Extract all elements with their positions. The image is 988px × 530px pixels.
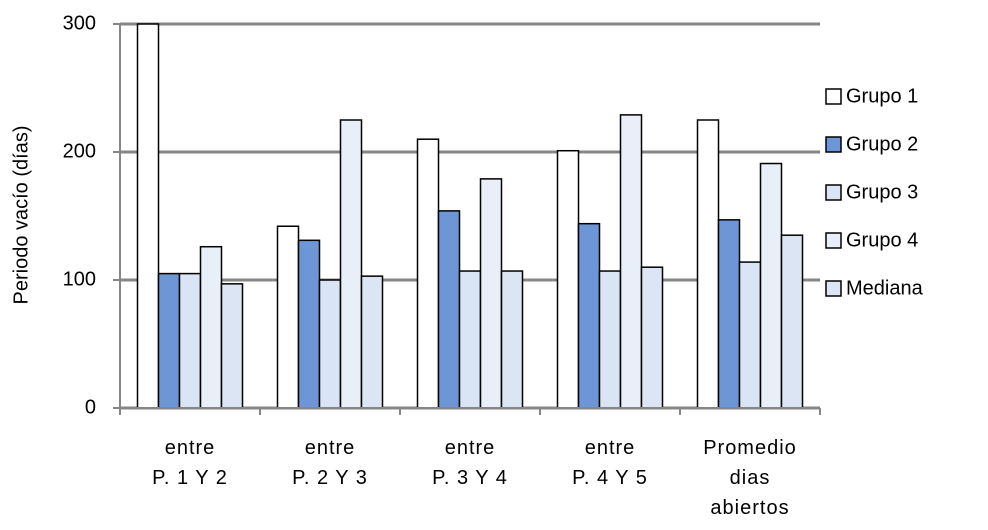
legend-swatch	[825, 280, 842, 297]
x-tick-label: Promedio dias abiertos	[703, 437, 797, 519]
legend-label: Grupo 1	[846, 85, 918, 107]
bar	[759, 162, 783, 409]
legend-label: Grupo 3	[846, 181, 918, 203]
legend-swatch	[825, 88, 842, 105]
bar	[178, 272, 202, 409]
x-tick-label: entre P. 2 Y 3	[292, 437, 368, 489]
bar	[360, 275, 384, 409]
bar	[500, 270, 524, 409]
bar	[318, 279, 342, 409]
legend-swatch	[825, 136, 842, 153]
legend-swatch	[825, 232, 842, 249]
bar	[696, 119, 720, 409]
bar	[780, 234, 804, 409]
y-axis-label: Periodo vacío (días)	[10, 126, 32, 305]
bar	[598, 270, 622, 409]
y-tick-label: 300	[63, 12, 96, 34]
bar	[556, 149, 580, 409]
legend-label: Grupo 2	[846, 133, 918, 155]
y-tick-label: 200	[63, 140, 96, 162]
x-tick-label: entre P. 3 Y 4	[432, 437, 508, 489]
legend-label: Mediana	[846, 277, 924, 299]
bar	[738, 261, 762, 409]
legend-swatch	[825, 184, 842, 201]
legend-label: Grupo 4	[846, 229, 918, 251]
bar	[619, 114, 643, 409]
x-tick-label: entre P. 1 Y 2	[152, 437, 228, 489]
x-tick-label: entre P. 4 Y 5	[572, 437, 648, 489]
bar	[577, 222, 601, 409]
bar	[276, 225, 300, 409]
bar	[157, 272, 181, 409]
bar	[297, 239, 321, 409]
bar	[199, 245, 223, 409]
y-tick-label: 0	[85, 396, 96, 418]
y-tick-label: 100	[63, 268, 96, 290]
bar	[339, 119, 363, 409]
bar	[458, 270, 482, 409]
bar	[717, 219, 741, 409]
bar	[136, 23, 160, 409]
bar	[416, 138, 440, 409]
bar	[220, 283, 244, 409]
bar	[437, 210, 461, 409]
bar	[479, 178, 503, 409]
bar	[640, 266, 664, 409]
